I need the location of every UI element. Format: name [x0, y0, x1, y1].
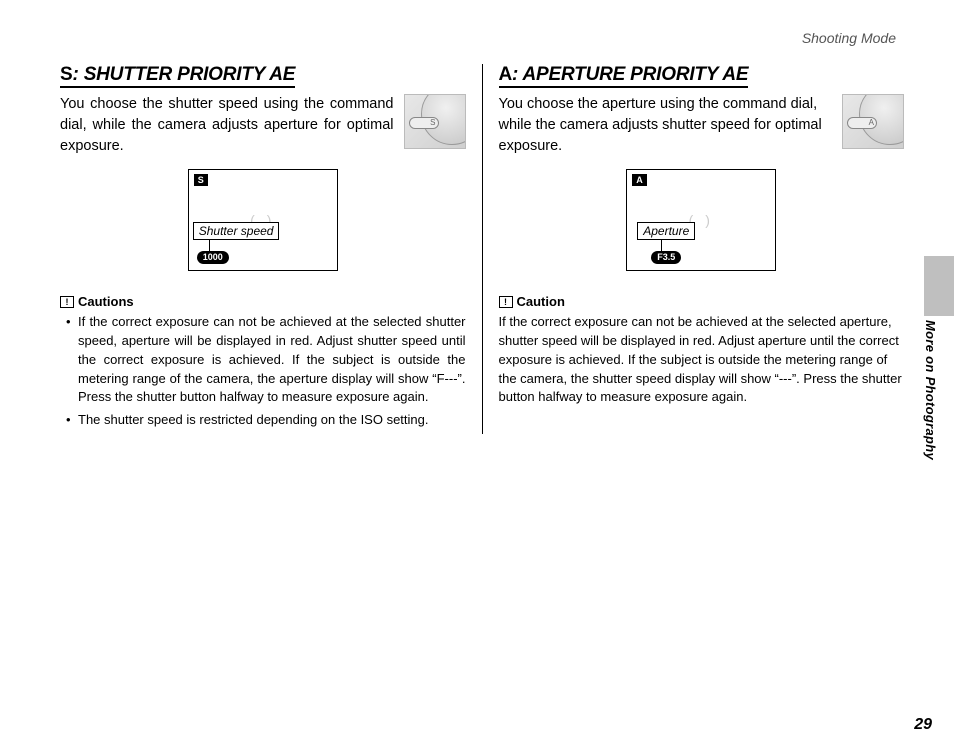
command-dial-thumb-s: S [404, 94, 466, 149]
intro-text-s: You choose the shutter speed using the c… [60, 94, 394, 157]
cautions-title-s: Cautions [78, 294, 134, 309]
cautions-title-a: Caution [517, 294, 565, 309]
heading-aperture-priority: A: APERTURE PRIORITY AE [499, 64, 749, 88]
two-column-layout: S: SHUTTER PRIORITY AE You choose the sh… [60, 64, 904, 434]
page-number: 29 [914, 716, 932, 734]
lcd-label-shutter-speed: Shutter speed [193, 222, 280, 240]
side-tab [924, 256, 954, 316]
lcd-mode-badge-s: S [194, 174, 208, 186]
intro-text-a: You choose the aperture using the comman… [499, 94, 833, 157]
side-section-label: More on Photography [923, 320, 938, 460]
cautions-list-s: If the correct exposure can not be achie… [60, 313, 466, 430]
lcd-mode-badge-a: A [632, 174, 647, 186]
caution-paragraph-a: If the correct exposure can not be achie… [499, 313, 905, 407]
intro-row-a: You choose the aperture using the comman… [499, 94, 905, 157]
lcd-wrap-a: A ( ) Aperture F3.5 [499, 169, 905, 276]
mode-letter-s: S [60, 64, 72, 85]
dial-window-a: A [847, 117, 877, 129]
lcd-label-aperture: Aperture [637, 222, 695, 240]
lcd-screen-s: S ( ) Shutter speed 1000 [188, 169, 338, 271]
heading-text-s: : SHUTTER PRIORITY AE [72, 64, 295, 85]
cautions-heading-s: ! Cautions [60, 294, 466, 309]
caution-item: The shutter speed is restricted dependin… [70, 411, 466, 430]
heading-text-a: : APERTURE PRIORITY AE [512, 64, 748, 85]
lcd-screen-a: A ( ) Aperture F3.5 [626, 169, 776, 271]
right-column: A: APERTURE PRIORITY AE You choose the a… [483, 64, 905, 434]
intro-row-s: You choose the shutter speed using the c… [60, 94, 466, 157]
heading-shutter-priority: S: SHUTTER PRIORITY AE [60, 64, 295, 88]
dial-window-s: S [409, 117, 439, 129]
caution-icon: ! [60, 296, 74, 308]
caution-icon: ! [499, 296, 513, 308]
section-header: Shooting Mode [60, 30, 904, 46]
left-column: S: SHUTTER PRIORITY AE You choose the sh… [60, 64, 483, 434]
command-dial-thumb-a: A [842, 94, 904, 149]
manual-page: Shooting Mode S: SHUTTER PRIORITY AE You… [0, 0, 954, 748]
lcd-shutter-value: 1000 [197, 251, 229, 264]
mode-letter-a: A [499, 64, 513, 85]
lcd-aperture-value: F3.5 [651, 251, 681, 264]
lcd-wrap-s: S ( ) Shutter speed 1000 [60, 169, 466, 276]
caution-item: If the correct exposure can not be achie… [70, 313, 466, 407]
cautions-heading-a: ! Caution [499, 294, 905, 309]
